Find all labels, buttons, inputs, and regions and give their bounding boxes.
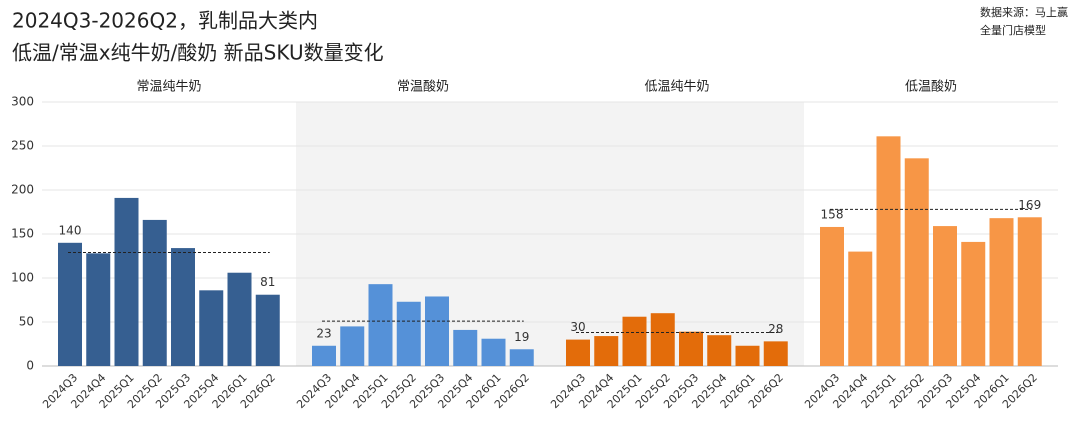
bar [227, 272, 252, 366]
source: 数据来源：马上赢 [980, 5, 1068, 19]
bar [171, 248, 195, 366]
bar [142, 219, 167, 366]
bar [904, 158, 929, 366]
source: 全量门店模型 [980, 23, 1046, 37]
bar [114, 197, 139, 366]
bar [622, 316, 647, 366]
bar [848, 251, 873, 366]
panel-title: 常温纯牛奶 [136, 80, 201, 95]
bar [566, 339, 590, 366]
panel-title: 低温纯牛奶 [644, 80, 709, 95]
bar [453, 329, 478, 366]
bar [594, 336, 619, 366]
bar [58, 242, 82, 366]
data-label: 28 [768, 322, 783, 336]
y-tick-label: 300 [11, 95, 34, 109]
bar [650, 313, 675, 366]
data-label: 140 [59, 223, 82, 237]
bar [989, 218, 1014, 366]
bar [340, 326, 365, 366]
bar [876, 136, 901, 366]
bar [679, 331, 703, 366]
bar [820, 226, 844, 366]
data-label: 30 [570, 320, 585, 334]
bar [933, 226, 957, 366]
bar [961, 241, 986, 366]
bar [312, 345, 336, 366]
chart-subtitle: 低温/常温x纯牛奶/酸奶 新品SKU数量变化 [12, 41, 384, 65]
bar [255, 294, 280, 366]
bar [1017, 217, 1042, 366]
bar [509, 349, 534, 366]
bar [368, 284, 393, 366]
bar [396, 301, 421, 366]
bar [199, 290, 224, 366]
bar [86, 253, 111, 366]
bar [425, 296, 449, 366]
bar [481, 338, 506, 366]
chart-title: 2024Q3-2026Q2，乳制品大类内 [12, 9, 318, 33]
bar [707, 335, 732, 366]
y-tick-label: 200 [11, 183, 34, 197]
panel-title: 低温酸奶 [905, 80, 957, 95]
data-label: 169 [1018, 198, 1041, 212]
data-label: 23 [316, 326, 331, 340]
data-label: 81 [260, 275, 275, 289]
data-label: 19 [514, 330, 529, 344]
y-tick-label: 150 [11, 227, 34, 241]
y-tick-label: 50 [19, 315, 34, 329]
y-tick-label: 100 [11, 271, 34, 285]
data-label: 158 [821, 207, 844, 221]
bar [735, 345, 760, 366]
bar [763, 341, 788, 366]
panel-title: 常温酸奶 [397, 80, 449, 95]
y-tick-label: 0 [26, 359, 34, 373]
y-tick-label: 250 [11, 139, 34, 153]
